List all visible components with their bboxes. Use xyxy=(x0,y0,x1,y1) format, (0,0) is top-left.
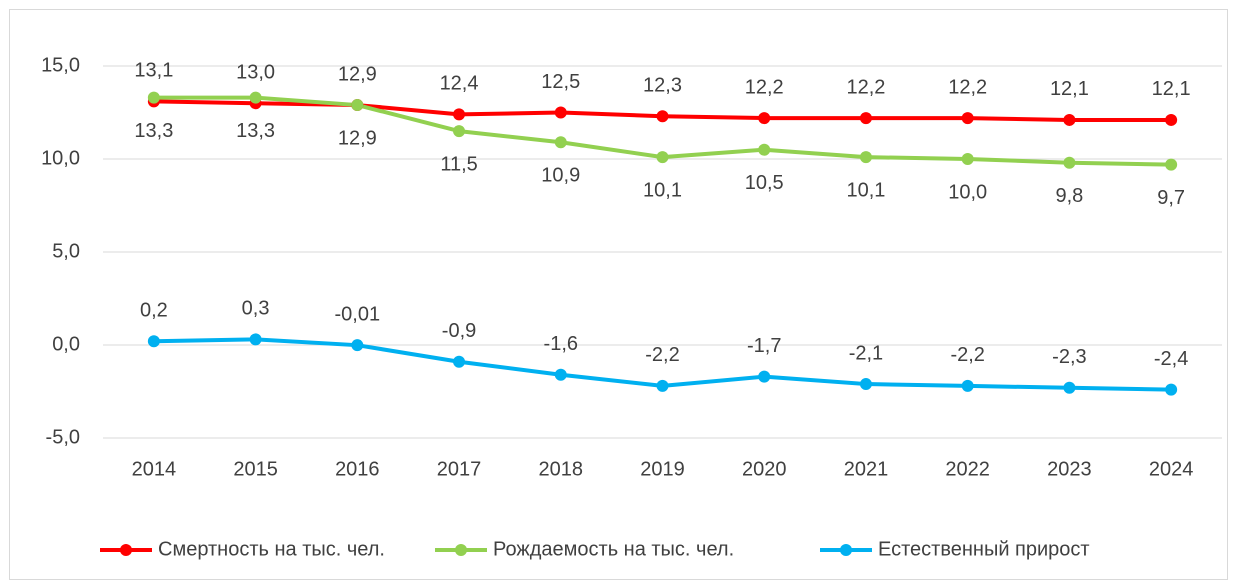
data-label: 12,5 xyxy=(541,71,580,93)
data-label: -0,9 xyxy=(442,320,476,342)
x-tick-label: 2024 xyxy=(1149,458,1194,480)
x-tick-label: 2017 xyxy=(437,458,482,480)
data-label: 12,1 xyxy=(1050,78,1089,100)
data-label: 12,9 xyxy=(338,63,377,85)
data-point xyxy=(554,368,567,381)
x-tick-label: 2023 xyxy=(1047,458,1092,480)
data-label: -2,2 xyxy=(645,344,679,366)
data-point xyxy=(351,339,364,352)
y-tick-label: 10,0 xyxy=(41,147,80,169)
data-label: 13,3 xyxy=(134,120,173,142)
data-label: 9,7 xyxy=(1157,187,1185,209)
data-label: 10,1 xyxy=(846,179,885,201)
legend-marker xyxy=(120,544,132,556)
data-point xyxy=(249,333,262,346)
x-tick-label: 2019 xyxy=(640,458,685,480)
data-label: 12,4 xyxy=(440,73,479,95)
legend-marker xyxy=(840,544,852,556)
data-label: 13,3 xyxy=(236,120,275,142)
data-label: 12,3 xyxy=(643,75,682,97)
y-tick-label: 0,0 xyxy=(52,333,80,355)
x-tick-label: 2018 xyxy=(539,458,584,480)
data-point xyxy=(656,151,669,164)
data-point xyxy=(351,99,364,112)
data-point xyxy=(147,335,160,348)
data-point xyxy=(453,108,466,121)
data-point xyxy=(453,355,466,368)
data-point xyxy=(1165,113,1178,126)
data-label: -1,7 xyxy=(747,335,781,357)
data-point xyxy=(554,136,567,149)
x-tick-label: 2020 xyxy=(742,458,787,480)
data-point xyxy=(1063,113,1076,126)
legend-label: Естественный прирост xyxy=(878,538,1090,560)
y-tick-label: -5,0 xyxy=(46,426,80,448)
data-label: 13,1 xyxy=(134,60,173,82)
data-point xyxy=(961,112,974,125)
data-point xyxy=(656,110,669,123)
data-point xyxy=(758,370,771,383)
data-label: 0,2 xyxy=(140,300,168,322)
y-tick-label: 15,0 xyxy=(41,54,80,76)
chart-border xyxy=(9,9,1228,580)
data-point xyxy=(859,112,872,125)
data-label: -1,6 xyxy=(544,333,578,355)
x-tick-label: 2015 xyxy=(233,458,278,480)
data-point xyxy=(1165,158,1178,171)
data-label: 11,5 xyxy=(440,153,477,175)
data-point xyxy=(961,153,974,165)
data-point xyxy=(453,125,466,138)
legend-label: Рождаемость на тыс. чел. xyxy=(493,538,734,560)
data-point xyxy=(961,379,974,392)
data-label: 12,2 xyxy=(846,76,885,98)
legend-label: Смертность на тыс. чел. xyxy=(158,538,385,560)
data-point xyxy=(147,91,160,104)
data-label: -0,01 xyxy=(335,303,381,325)
data-point xyxy=(758,143,771,156)
data-label: 9,8 xyxy=(1056,185,1084,207)
data-label: -2,1 xyxy=(849,342,883,364)
data-label: 12,2 xyxy=(745,76,784,98)
data-label: 0,3 xyxy=(242,298,270,320)
data-label: 12,1 xyxy=(1152,78,1191,100)
y-tick-label: 5,0 xyxy=(52,240,80,262)
data-label: -2,4 xyxy=(1154,348,1188,370)
x-tick-label: 2016 xyxy=(335,458,380,480)
x-tick-label: 2022 xyxy=(945,458,990,480)
data-label: -2,2 xyxy=(950,344,984,366)
data-label: 12,2 xyxy=(948,76,987,98)
data-point xyxy=(656,379,669,392)
x-tick-label: 2021 xyxy=(844,458,889,480)
data-label: 13,0 xyxy=(236,61,275,83)
data-point xyxy=(1063,156,1076,169)
data-point xyxy=(859,378,872,391)
data-point xyxy=(554,106,567,119)
data-point xyxy=(1165,383,1178,396)
data-label: 10,9 xyxy=(541,165,580,187)
data-point xyxy=(859,151,872,164)
data-point xyxy=(758,112,771,125)
data-label: 10,1 xyxy=(643,179,682,201)
legend-marker xyxy=(455,544,467,556)
data-label: -2,3 xyxy=(1052,346,1086,368)
data-label: 12,9 xyxy=(338,127,377,149)
data-label: 10,0 xyxy=(948,181,987,203)
x-tick-label: 2014 xyxy=(132,458,177,480)
data-point xyxy=(1063,381,1076,394)
data-point xyxy=(249,91,262,104)
data-label: 10,5 xyxy=(745,172,784,194)
